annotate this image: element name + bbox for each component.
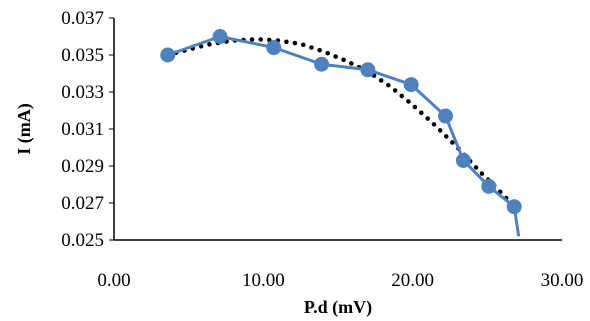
- y-tick-label: 0.031: [61, 119, 104, 140]
- y-tick-label: 0.029: [61, 156, 104, 177]
- y-axis-title: I (mA): [14, 103, 35, 155]
- data-series-line: [167, 35, 521, 237]
- data-point: [160, 47, 176, 63]
- x-tick-labels: 0.00 10.00 20.00 30.00: [97, 270, 583, 291]
- data-point: [481, 178, 497, 194]
- data-point: [212, 29, 228, 44]
- y-tick-label: 0.027: [61, 193, 104, 214]
- x-tick-label: 10.00: [242, 270, 285, 291]
- data-point: [266, 40, 282, 56]
- data-point: [360, 62, 376, 78]
- x-tick-label: 20.00: [391, 270, 434, 291]
- y-tick-label: 0.035: [61, 45, 104, 66]
- data-point: [455, 152, 471, 168]
- data-point: [314, 56, 330, 72]
- data-point: [403, 77, 419, 93]
- y-tick-label: 0.025: [61, 230, 104, 251]
- data-point: [506, 199, 522, 215]
- y-tick-label: 0.037: [61, 8, 104, 29]
- x-tick-label: 0.00: [97, 270, 130, 291]
- y-tick-label: 0.033: [61, 82, 104, 103]
- x-axis-title: P.d (mV): [304, 297, 372, 318]
- x-tick-label: 30.00: [541, 270, 584, 291]
- series-layer: [160, 29, 522, 237]
- y-tick-labels: 0.025 0.027 0.029 0.031 0.033 0.035 0.037: [61, 8, 114, 251]
- trendline: [165, 37, 517, 209]
- data-point: [438, 108, 454, 124]
